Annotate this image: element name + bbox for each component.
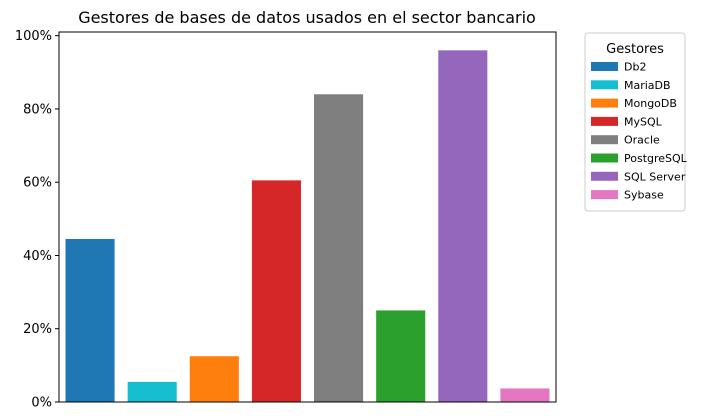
- legend-swatch: [591, 153, 618, 163]
- axes-frame: [58, 31, 557, 403]
- legend-swatch: [591, 98, 618, 108]
- legend-swatch: [591, 171, 618, 181]
- legend-label: SQL Server: [624, 170, 686, 183]
- y-tick-label: 80%: [23, 102, 52, 117]
- bar-mongodb: [189, 356, 239, 402]
- bar-postgresql: [376, 310, 426, 402]
- legend-swatch: [591, 62, 618, 71]
- legend-box: [584, 32, 686, 212]
- legend-swatch: [591, 135, 618, 145]
- legend-label: Oracle: [624, 134, 660, 147]
- bar-mysql: [251, 180, 301, 402]
- bar-sybase: [500, 388, 550, 402]
- legend-swatch: [591, 116, 618, 126]
- legend-label: PostgreSQL: [624, 152, 688, 165]
- bars: [65, 50, 550, 402]
- legend-label: Db2: [624, 61, 646, 74]
- legend-swatch: [591, 190, 618, 200]
- legend-label: MongoDB: [624, 97, 677, 110]
- legend-label: MariaDB: [624, 79, 671, 92]
- legend-items: Db2 MariaDB MongoDB MySQL Oracle PostgreSQL SQ…: [591, 61, 688, 202]
- chart-title: Gestores de bases de datos usados en el …: [78, 8, 536, 27]
- bar-db2: [65, 238, 115, 402]
- bar-sql-server: [438, 50, 488, 402]
- legend-title: Gestores: [606, 42, 664, 57]
- y-axis: 0% 20% 40% 60% 80% 100%: [15, 29, 59, 411]
- legend: Gestores Db2 MariaDB MongoDB MySQL Oracle Pos…: [584, 32, 688, 212]
- y-tick-label: 60%: [23, 176, 52, 191]
- legend-swatch: [591, 80, 618, 90]
- legend-label: Sybase: [624, 189, 664, 202]
- y-tick-label: 100%: [15, 29, 52, 44]
- bar-oracle: [314, 94, 364, 402]
- bar-mariadb: [127, 381, 177, 402]
- y-tick-label: 40%: [23, 249, 52, 264]
- y-tick-label: 20%: [23, 322, 52, 337]
- legend-label: MySQL: [624, 115, 663, 128]
- y-tick-label: 0%: [31, 396, 52, 411]
